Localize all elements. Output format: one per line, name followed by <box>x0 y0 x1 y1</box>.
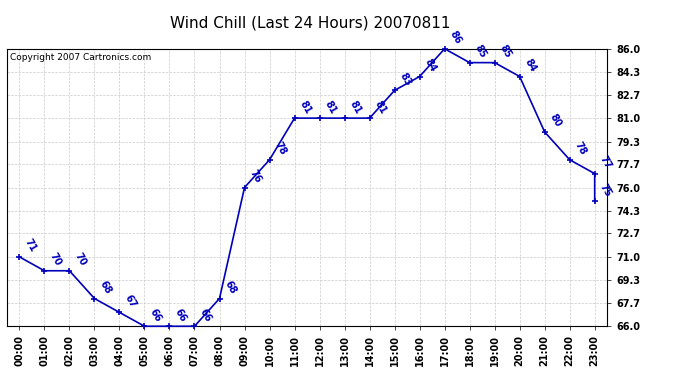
Text: 66: 66 <box>172 307 188 324</box>
Text: 81: 81 <box>347 99 363 116</box>
Text: 67: 67 <box>122 293 137 310</box>
Text: 66: 66 <box>147 307 163 324</box>
Text: 66: 66 <box>197 307 213 324</box>
Text: 84: 84 <box>522 57 538 74</box>
Text: 76: 76 <box>247 168 263 185</box>
Text: 85: 85 <box>473 43 488 60</box>
Text: 70: 70 <box>47 251 63 268</box>
Text: 77: 77 <box>598 154 613 171</box>
Text: 70: 70 <box>72 251 88 268</box>
Text: 83: 83 <box>397 71 413 88</box>
Text: 81: 81 <box>373 99 388 116</box>
Text: Wind Chill (Last 24 Hours) 20070811: Wind Chill (Last 24 Hours) 20070811 <box>170 15 451 30</box>
Text: Copyright 2007 Cartronics.com: Copyright 2007 Cartronics.com <box>10 53 151 62</box>
Text: 84: 84 <box>422 57 438 74</box>
Text: 71: 71 <box>22 237 37 254</box>
Text: 68: 68 <box>222 279 238 296</box>
Text: 78: 78 <box>273 140 288 157</box>
Text: 75: 75 <box>598 182 613 199</box>
Text: 86: 86 <box>447 29 463 46</box>
Text: 81: 81 <box>297 99 313 116</box>
Text: 81: 81 <box>322 99 338 116</box>
Text: 78: 78 <box>573 140 588 157</box>
Text: 80: 80 <box>547 112 563 129</box>
Text: 68: 68 <box>97 279 112 296</box>
Text: 85: 85 <box>497 43 513 60</box>
